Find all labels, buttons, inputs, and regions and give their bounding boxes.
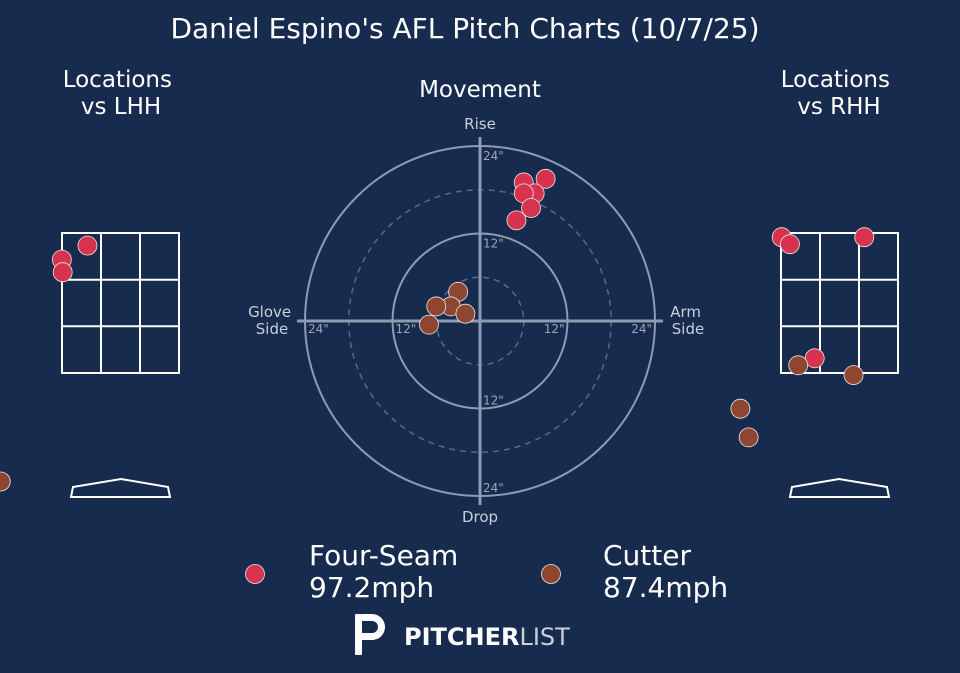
- axis-label-drop: Drop: [462, 508, 498, 526]
- location-point-four-seam: [804, 348, 825, 369]
- lhh-title-line-1: Locations: [63, 67, 172, 93]
- ring-label-24-bottom: 24": [483, 481, 504, 495]
- location-point-four-seam: [77, 235, 98, 256]
- legend-marker-four-seam: [245, 564, 265, 584]
- location-point-cutter: [730, 398, 751, 419]
- location-point-four-seam: [854, 227, 875, 248]
- rhh-home-plate: [788, 477, 891, 498]
- figure-title: Daniel Espino's AFL Pitch Charts (10/7/2…: [170, 12, 759, 45]
- arm-side-line-2: Side: [672, 320, 704, 338]
- legend-marker-cutter: [541, 564, 561, 584]
- rhh-location-panel: Locations vs RHH: [730, 67, 899, 498]
- ring-label-12-bottom: 12": [483, 394, 504, 408]
- rhh-panel-title: Locations vs RHH: [781, 67, 898, 120]
- rhh-strike-zone: [780, 232, 899, 374]
- location-point-cutter: [0, 471, 11, 492]
- glove-side-line-2: Side: [256, 320, 288, 338]
- ring-label-24-top: 24": [483, 149, 504, 163]
- ring-label-12-right: 12": [544, 322, 565, 336]
- ring-label-24-right: 24": [631, 322, 652, 336]
- ring-label-12-top: 12": [483, 237, 504, 251]
- pitcherlist-wordmark: PITCHERLIST: [404, 623, 570, 651]
- pitcherlist-logo: PITCHERLIST: [355, 614, 570, 655]
- rhh-points: [730, 227, 875, 448]
- axis-label-rise: Rise: [464, 115, 496, 133]
- location-point-cutter: [843, 365, 864, 386]
- wordmark-light: LIST: [519, 623, 570, 651]
- axis-label-arm-side: Arm Side: [670, 303, 706, 338]
- wordmark-bold: PITCHER: [404, 623, 519, 651]
- pitcherlist-logo-icon: [355, 614, 385, 655]
- lhh-strike-zone: [61, 232, 180, 374]
- lhh-home-plate: [69, 477, 172, 498]
- legend-velo-four-seam: 97.2mph: [309, 571, 434, 604]
- movement-title: Movement: [419, 77, 541, 103]
- ring-labels: 12" 12" 12" 12" 24" 24" 24" 24": [308, 149, 652, 495]
- lhh-location-panel: Locations vs LHH: [0, 67, 180, 498]
- glove-side-line-1: Glove: [248, 303, 291, 321]
- movement-points: [419, 168, 556, 335]
- movement-point-four-seam: [521, 198, 541, 218]
- location-point-four-seam: [780, 234, 800, 255]
- movement-point-four-seam: [535, 168, 556, 189]
- lhh-panel-title: Locations vs LHH: [63, 67, 180, 120]
- legend-label-four-seam: Four-Seam: [309, 539, 458, 572]
- arm-side-line-1: Arm: [670, 303, 701, 321]
- rhh-title-line-2: vs RHH: [797, 94, 880, 120]
- legend-label-cutter: Cutter: [603, 539, 691, 572]
- axis-label-glove-side: Glove Side: [248, 303, 296, 338]
- location-point-cutter: [788, 355, 809, 376]
- lhh-title-line-2: vs LHH: [81, 94, 161, 120]
- rhh-title-line-1: Locations: [781, 67, 890, 93]
- ring-label-24-left: 24": [308, 322, 329, 336]
- legend: Four-Seam 97.2mph Cutter 87.4mph: [245, 539, 728, 604]
- location-point-cutter: [738, 427, 759, 448]
- ring-label-12-left: 12": [396, 322, 417, 336]
- movement-point-cutter: [426, 296, 447, 317]
- legend-velo-cutter: 87.4mph: [603, 571, 728, 604]
- location-point-four-seam: [52, 262, 73, 283]
- movement-panel: Movement Rise Drop Glove Side Arm Side 1…: [248, 77, 706, 526]
- movement-point-cutter: [419, 314, 439, 335]
- lhh-points: [0, 235, 98, 492]
- movement-point-cutter: [455, 303, 476, 324]
- movement-point-four-seam: [506, 210, 527, 231]
